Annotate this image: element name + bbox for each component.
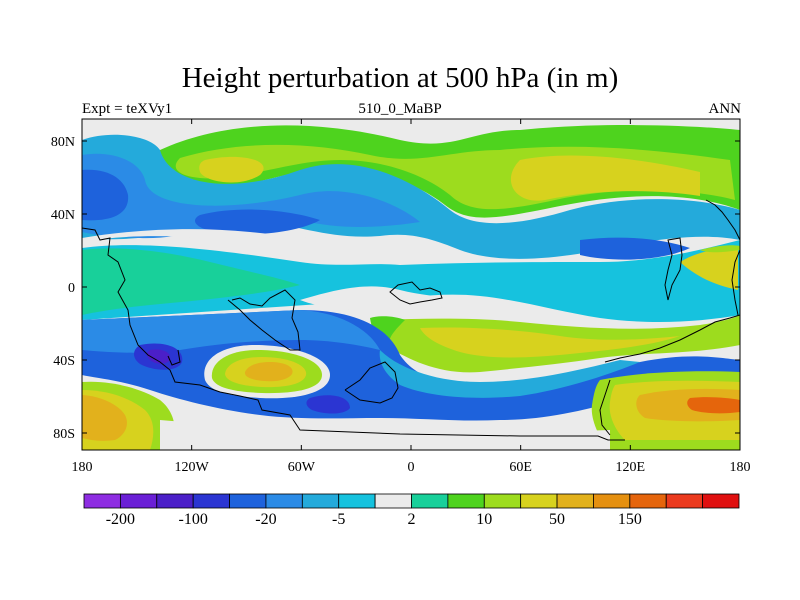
y-tick-label: 40S [53, 354, 75, 369]
y-tick-label: 40N [51, 208, 75, 223]
colorbar-label: 50 [549, 511, 565, 528]
south-pole-neutral [160, 420, 610, 450]
north-negative-core [82, 153, 420, 239]
colorbar-label: 150 [618, 511, 642, 528]
tropical-neutral-2 [300, 286, 500, 310]
north-negative-belt [82, 134, 740, 259]
colorbar-swatch [520, 493, 558, 509]
colorbar-swatch [593, 493, 631, 509]
antarctic-lobe-west-max [82, 395, 127, 441]
y-tick-label: 0 [68, 281, 75, 296]
x-tick-label: 0 [408, 460, 415, 475]
y-tick-label: 80S [53, 427, 75, 442]
colorbar-swatch [702, 493, 740, 509]
chart-title: Height perturbation at 500 hPa (in m) [181, 62, 619, 94]
map-axes: 180 120W 60W 0 60E 120E 180 80N 40N 0 40S 80S [51, 119, 751, 475]
colorbar-swatch [119, 493, 158, 509]
south-negative-deepest [147, 349, 171, 364]
colorbar-swatch [156, 493, 194, 509]
colorbar-swatch [556, 493, 594, 509]
x-tick-label: 120W [175, 460, 210, 475]
colorbar-swatch [83, 493, 121, 509]
colorbar-swatch [338, 493, 376, 509]
x-tick-label: 120E [616, 460, 646, 475]
west-pacific-max-edge [700, 245, 740, 253]
colorbar-label: -20 [255, 511, 276, 528]
colorbar-label: -100 [179, 511, 208, 528]
colorbar-swatch [411, 493, 449, 509]
x-tick-label: 60W [288, 460, 316, 475]
colorbar: -200 -100 -20 -5 2 10 50 150 [83, 493, 740, 528]
colorbar-swatch [229, 493, 267, 509]
colorbar-label: -200 [106, 511, 135, 528]
colorbar-swatch [192, 493, 230, 509]
experiment-label: Expt = teXVy1 [82, 101, 173, 117]
colorbar-swatch [301, 493, 340, 509]
colorbar-swatch [374, 493, 412, 509]
colorbar-label: 2 [408, 511, 416, 528]
south-positive-core [420, 327, 680, 358]
south-atlantic-high-max [244, 362, 293, 382]
tropical-positive [82, 248, 300, 315]
season-label: ANN [708, 101, 742, 117]
coastlines [82, 199, 740, 441]
x-tick-label: 180 [72, 460, 93, 475]
x-tick-label: 180 [730, 460, 751, 475]
south-negative-mid [379, 350, 640, 398]
y-tick-label: 80N [51, 135, 75, 150]
colorbar-label: 10 [476, 511, 492, 528]
north-negative-deep [82, 169, 690, 260]
north-positive-max2 [199, 156, 264, 183]
south-negative-light [82, 310, 380, 353]
south-positive-edge [370, 316, 405, 350]
north-positive-max [510, 155, 700, 201]
colorbar-swatch [447, 493, 485, 509]
colorbar-swatch [665, 493, 704, 509]
contour-field [82, 119, 740, 450]
tropical-neutral-1 [82, 229, 380, 258]
colorbar-swatch [265, 493, 303, 509]
colorbar-swatch [483, 493, 522, 509]
antarctic-lobe-east-peak [687, 397, 740, 414]
x-tick-label: 60E [509, 460, 532, 475]
west-pacific-max [680, 249, 738, 290]
period-label: 510_0_MaBP [358, 101, 442, 117]
colorbar-label: -5 [332, 511, 345, 528]
colorbar-swatch [629, 493, 667, 509]
